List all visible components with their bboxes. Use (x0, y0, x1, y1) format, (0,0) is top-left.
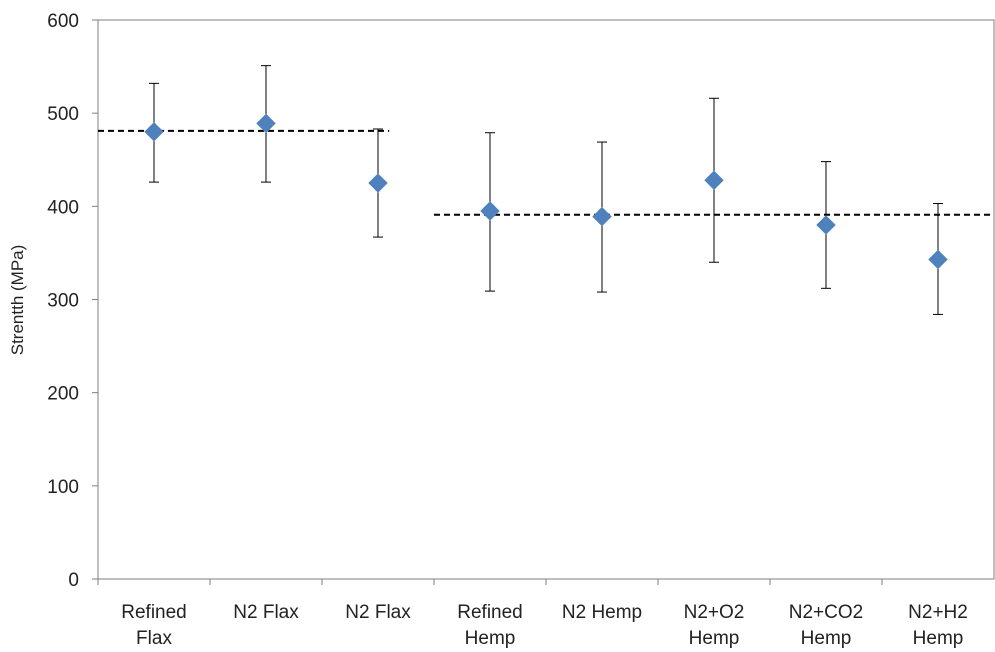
x-category-label: N2 Flax (345, 602, 411, 623)
y-tick-label: 400 (47, 197, 79, 218)
y-tick-label: 600 (47, 11, 79, 32)
data-point (592, 206, 612, 227)
x-category-label: Hemp (465, 628, 516, 649)
x-category-label: N2+CO2 (789, 602, 863, 623)
y-tick-label: 300 (47, 291, 79, 312)
data-point (816, 215, 836, 235)
x-category-label: Refined (121, 602, 187, 623)
x-category-label: Hemp (689, 628, 740, 649)
plot-area-border (97, 19, 995, 580)
x-category-label: N2+O2 (684, 602, 745, 623)
x-category-label: N2 Flax (233, 602, 299, 623)
data-point (368, 173, 388, 193)
y-tick-label: 500 (47, 104, 79, 125)
x-category-label: Hemp (913, 628, 964, 649)
data-point (480, 201, 500, 221)
data-point (928, 249, 948, 270)
y-tick-label: 0 (68, 570, 79, 591)
y-tick-label: 100 (47, 477, 79, 498)
data-point (704, 170, 724, 190)
reference-lines (98, 129, 994, 216)
data-markers (144, 113, 948, 270)
x-category-label: Refined (457, 602, 523, 623)
plot-frame (97, 19, 995, 580)
x-category-label: N2 Hemp (562, 602, 642, 623)
x-category-label: Flax (136, 628, 172, 649)
y-tick-label: 200 (47, 384, 79, 405)
data-point (256, 113, 276, 134)
x-axis-labels: Refined Flax N2 Flax N2 Flax Refined Hemp N2 H… (97, 579, 968, 649)
x-category-label: N2+H2 (908, 602, 968, 623)
data-point (144, 122, 164, 142)
y-axis-ticks: 0 100 200 300 400 500 600 (47, 11, 98, 591)
y-axis-title: Strentth (MPa) (8, 245, 27, 356)
x-category-label: Hemp (801, 628, 852, 649)
error-bars (149, 65, 943, 315)
